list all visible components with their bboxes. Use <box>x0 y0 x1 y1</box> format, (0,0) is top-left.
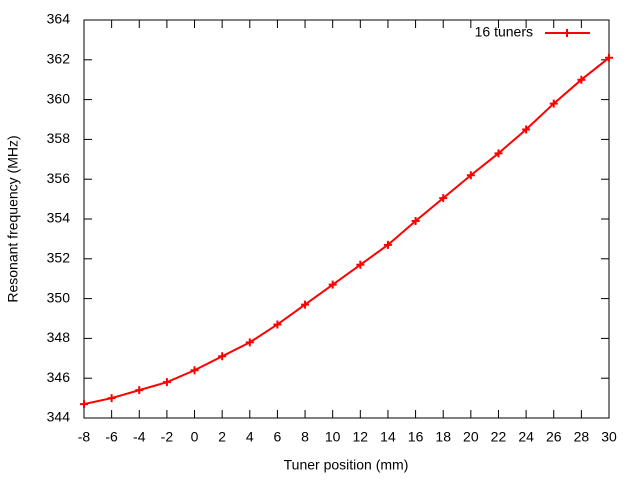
y-tick-label: 356 <box>47 170 71 186</box>
data-point <box>356 260 365 269</box>
x-tick-label: 28 <box>574 429 590 445</box>
data-point <box>605 53 613 62</box>
x-tick-label: 4 <box>246 429 254 445</box>
legend-label: 16 tuners <box>475 24 533 40</box>
data-line <box>83 57 610 406</box>
x-tick-label: -2 <box>161 429 174 445</box>
x-tick-label: 10 <box>325 429 341 445</box>
x-tick-label: 16 <box>408 429 424 445</box>
x-tick-label: 26 <box>546 429 562 445</box>
x-tick-label: 8 <box>301 429 309 445</box>
data-point <box>135 386 144 395</box>
x-tick-label: 0 <box>191 429 199 445</box>
x-tick-label: 18 <box>435 429 451 445</box>
x-tick-label: -8 <box>78 429 91 445</box>
data-point <box>466 171 475 180</box>
y-tick-label: 362 <box>47 51 71 67</box>
plot-frame <box>83 19 610 419</box>
y-axis-label: Resonant frequency (MHz) <box>5 135 21 302</box>
y-tick-label: 364 <box>47 11 71 27</box>
x-tick-label: 24 <box>518 429 534 445</box>
x-tick-label: 30 <box>601 429 617 445</box>
data-point <box>190 366 199 375</box>
data-point <box>107 394 116 403</box>
x-tick-label: 6 <box>274 429 282 445</box>
data-point <box>218 352 227 361</box>
x-axis-label: Tuner position (mm) <box>284 457 409 473</box>
data-point <box>328 280 337 289</box>
data-point <box>411 216 420 225</box>
data-point <box>577 75 586 84</box>
x-tick-label: 14 <box>380 429 396 445</box>
y-tick-label: 348 <box>47 329 71 345</box>
legend-marker <box>563 29 571 37</box>
data-point <box>162 378 171 387</box>
data-point <box>80 400 88 409</box>
data-point <box>273 320 282 329</box>
x-tick-label: 12 <box>353 429 369 445</box>
y-tick-label: 358 <box>47 130 71 146</box>
y-tick-label: 354 <box>47 210 71 226</box>
data-point <box>494 149 503 158</box>
y-tick-label: 360 <box>47 90 71 106</box>
data-point <box>245 338 254 347</box>
data-point <box>301 300 310 309</box>
data-point <box>439 194 448 203</box>
data-point <box>522 125 531 134</box>
y-tick-label: 350 <box>47 289 71 305</box>
data-point <box>383 240 392 249</box>
x-tick-label: 22 <box>491 429 507 445</box>
y-tick-label: 344 <box>47 409 71 425</box>
x-tick-label: 20 <box>463 429 479 445</box>
x-tick-label: -6 <box>105 429 118 445</box>
x-tick-label: -4 <box>133 429 146 445</box>
data-point <box>549 99 558 108</box>
y-tick-label: 352 <box>47 250 71 266</box>
x-tick-label: 2 <box>218 429 226 445</box>
y-tick-label: 346 <box>47 369 71 385</box>
